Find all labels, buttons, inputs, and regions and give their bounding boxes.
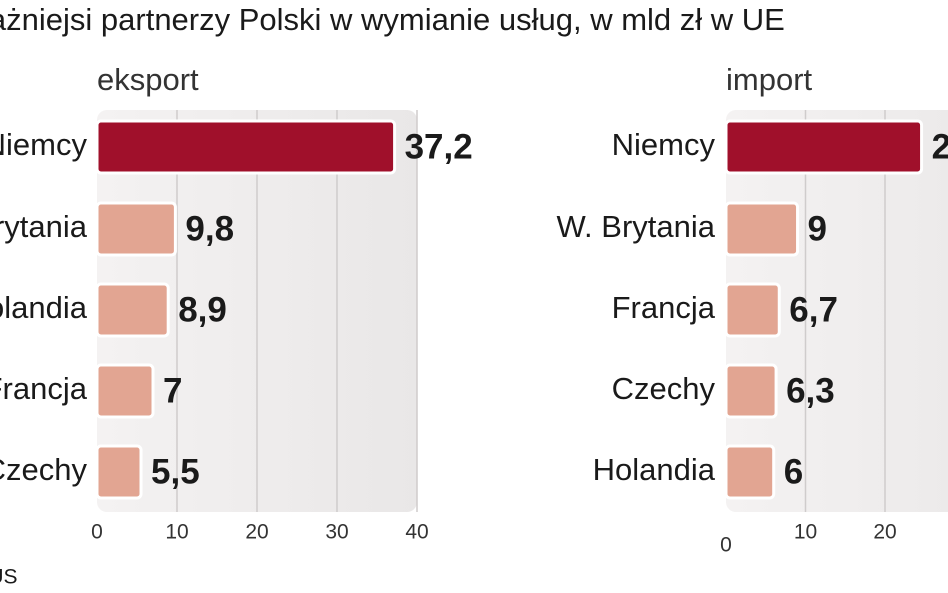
x-tick-label: 20 xyxy=(873,521,896,544)
value-label: 6,3 xyxy=(786,371,835,410)
chart-title: Najważniejsi partnerzy Polski w wymianie… xyxy=(0,2,785,37)
category-label: Niemcy xyxy=(0,127,87,162)
bar xyxy=(95,201,177,257)
bar xyxy=(95,363,155,419)
value-label: 8,9 xyxy=(178,290,227,329)
category-label: Czechy xyxy=(612,371,716,406)
bar xyxy=(724,119,924,175)
category-label: Holandia xyxy=(0,290,88,325)
bar xyxy=(724,444,776,500)
value-label: 9 xyxy=(808,209,827,248)
category-label: Niemcy xyxy=(612,127,716,162)
category-label: Holandia xyxy=(593,452,716,487)
source: GUS xyxy=(0,566,18,589)
x-tick-label: 0 xyxy=(720,534,732,557)
x-tick-label: 40 xyxy=(405,521,428,544)
value-label: 37,2 xyxy=(405,127,473,166)
x-tick-label: 20 xyxy=(245,521,268,544)
category-label: W. Brytania xyxy=(0,209,88,244)
x-tick-label: 30 xyxy=(325,521,348,544)
x-tick-label: 10 xyxy=(165,521,188,544)
subtitle: eksport xyxy=(97,62,199,97)
bar xyxy=(724,282,781,338)
bar xyxy=(95,119,397,175)
x-tick-label: 0 xyxy=(91,521,103,544)
bar xyxy=(724,201,800,257)
bar xyxy=(95,444,143,500)
category-label: Francja xyxy=(0,371,88,406)
value-label: 7 xyxy=(163,371,182,410)
subtitle: import xyxy=(726,62,813,97)
x-tick-label: 10 xyxy=(794,521,817,544)
value-label: 5,5 xyxy=(151,452,200,491)
category-label: W. Brytania xyxy=(557,209,716,244)
value-label: 9,8 xyxy=(185,209,234,248)
category-label: Francja xyxy=(612,290,716,325)
bar xyxy=(724,363,778,419)
value-label: 24,6 xyxy=(932,127,948,166)
value-label: 6,7 xyxy=(789,290,838,329)
category-label: Czechy xyxy=(0,452,87,487)
value-label: 6 xyxy=(784,452,803,491)
bar xyxy=(95,282,170,338)
